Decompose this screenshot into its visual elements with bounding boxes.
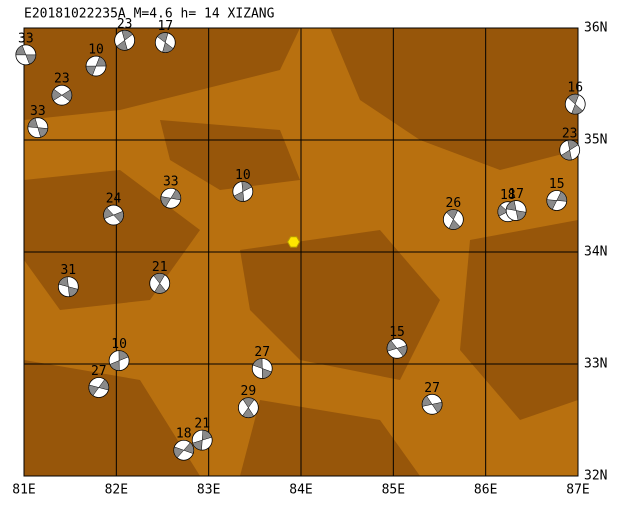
y-axis-label: 36N bbox=[584, 21, 607, 36]
depth-label: 16 bbox=[567, 81, 583, 96]
compression-quadrant bbox=[109, 350, 129, 371]
focal-mechanism: 10 bbox=[108, 337, 130, 372]
compression-quadrant bbox=[173, 442, 194, 459]
depth-label: 24 bbox=[106, 192, 122, 207]
focal-mechanism: 33 bbox=[15, 31, 37, 66]
focal-mechanism: 23 bbox=[51, 72, 73, 106]
y-axis-label: 33N bbox=[584, 357, 607, 372]
compression-quadrant bbox=[27, 117, 49, 138]
terrain-relief bbox=[24, 28, 578, 476]
focal-mechanism: 15 bbox=[386, 325, 408, 359]
x-axis-label: 86E bbox=[474, 483, 497, 498]
compression-quadrant bbox=[386, 340, 408, 357]
compression-quadrant bbox=[116, 30, 133, 51]
focal-mechanism: 29 bbox=[237, 384, 259, 419]
depth-label: 33 bbox=[163, 175, 179, 190]
focal-mechanism: 27 bbox=[88, 364, 110, 398]
focal-mechanism: 10 bbox=[85, 43, 107, 77]
depth-label: 15 bbox=[549, 177, 565, 192]
depth-label: 27 bbox=[91, 364, 107, 379]
focal-mechanism: 27 bbox=[421, 381, 443, 415]
compression-quadrant bbox=[567, 93, 584, 115]
compression-quadrant bbox=[160, 189, 182, 208]
compression-quadrant bbox=[51, 88, 73, 102]
compression-quadrant bbox=[15, 45, 37, 65]
depth-label: 33 bbox=[30, 104, 46, 119]
focal-mechanism: 17 bbox=[505, 187, 527, 221]
depth-label: 17 bbox=[157, 19, 173, 34]
depth-label: 18 bbox=[500, 188, 516, 203]
focal-mechanism: 10 bbox=[232, 168, 254, 202]
depth-label: 33 bbox=[18, 31, 34, 46]
compression-quadrant bbox=[85, 56, 107, 76]
compression-quadrant bbox=[560, 139, 579, 161]
compression-quadrant bbox=[505, 200, 527, 221]
map-title: E20181022235A M=4.6 h= 14 XIZANG bbox=[24, 7, 275, 22]
depth-label: 21 bbox=[194, 417, 210, 432]
x-axis-label: 82E bbox=[105, 483, 128, 498]
focal-mechanism: 33 bbox=[27, 104, 49, 139]
focal-mechanism: 27 bbox=[251, 345, 273, 379]
compression-quadrant bbox=[421, 395, 443, 414]
focal-mechanism: 24 bbox=[103, 192, 124, 226]
compression-quadrant bbox=[192, 429, 213, 451]
x-axis-label: 83E bbox=[197, 483, 220, 498]
focal-mechanism: 23 bbox=[559, 127, 581, 161]
depth-label: 27 bbox=[424, 381, 440, 396]
focal-mechanism: 33 bbox=[160, 175, 182, 209]
depth-label: 29 bbox=[241, 384, 257, 399]
x-axis-label: 84E bbox=[289, 483, 312, 498]
depth-label: 18 bbox=[176, 427, 192, 442]
depth-label: 10 bbox=[235, 168, 251, 183]
focal-mechanism: 21 bbox=[149, 260, 171, 294]
focal-mechanism: 15 bbox=[546, 177, 568, 211]
depth-label: 31 bbox=[60, 263, 76, 278]
compression-quadrant bbox=[58, 276, 79, 297]
focal-mechanism: 18 bbox=[173, 427, 195, 461]
depth-label: 15 bbox=[389, 325, 405, 340]
depth-label: 23 bbox=[117, 17, 133, 32]
y-axis-label: 34N bbox=[584, 245, 607, 260]
compression-quadrant bbox=[252, 358, 272, 379]
compression-quadrant bbox=[546, 191, 567, 210]
depth-label: 10 bbox=[111, 337, 127, 352]
x-axis-label: 87E bbox=[566, 483, 589, 498]
depth-label: 27 bbox=[254, 345, 270, 360]
compression-quadrant bbox=[233, 181, 253, 202]
compression-quadrant bbox=[103, 207, 124, 223]
depth-label: 23 bbox=[54, 72, 70, 87]
compression-quadrant bbox=[156, 32, 174, 53]
depth-label: 23 bbox=[562, 127, 578, 142]
y-axis-label: 32N bbox=[584, 469, 607, 484]
x-axis-label: 81E bbox=[12, 483, 35, 498]
depth-label: 10 bbox=[88, 43, 104, 58]
y-axis-label: 35N bbox=[584, 133, 607, 148]
depth-label: 26 bbox=[446, 196, 462, 211]
focal-mechanism: 23 bbox=[114, 17, 136, 51]
depth-label: 17 bbox=[508, 187, 524, 202]
focal-mechanism: 16 bbox=[564, 81, 586, 115]
compression-quadrant bbox=[446, 209, 461, 230]
focal-mechanism: 17 bbox=[154, 19, 176, 53]
epicenter bbox=[287, 236, 301, 248]
compression-quadrant bbox=[88, 379, 110, 396]
x-axis-label: 85E bbox=[382, 483, 405, 498]
focal-mechanism: 26 bbox=[442, 196, 464, 230]
compression-quadrant bbox=[242, 397, 255, 418]
compression-quadrant bbox=[153, 273, 167, 294]
focal-mechanism: 21 bbox=[191, 417, 213, 451]
depth-label: 21 bbox=[152, 260, 168, 275]
focal-mechanism: 31 bbox=[57, 263, 79, 298]
